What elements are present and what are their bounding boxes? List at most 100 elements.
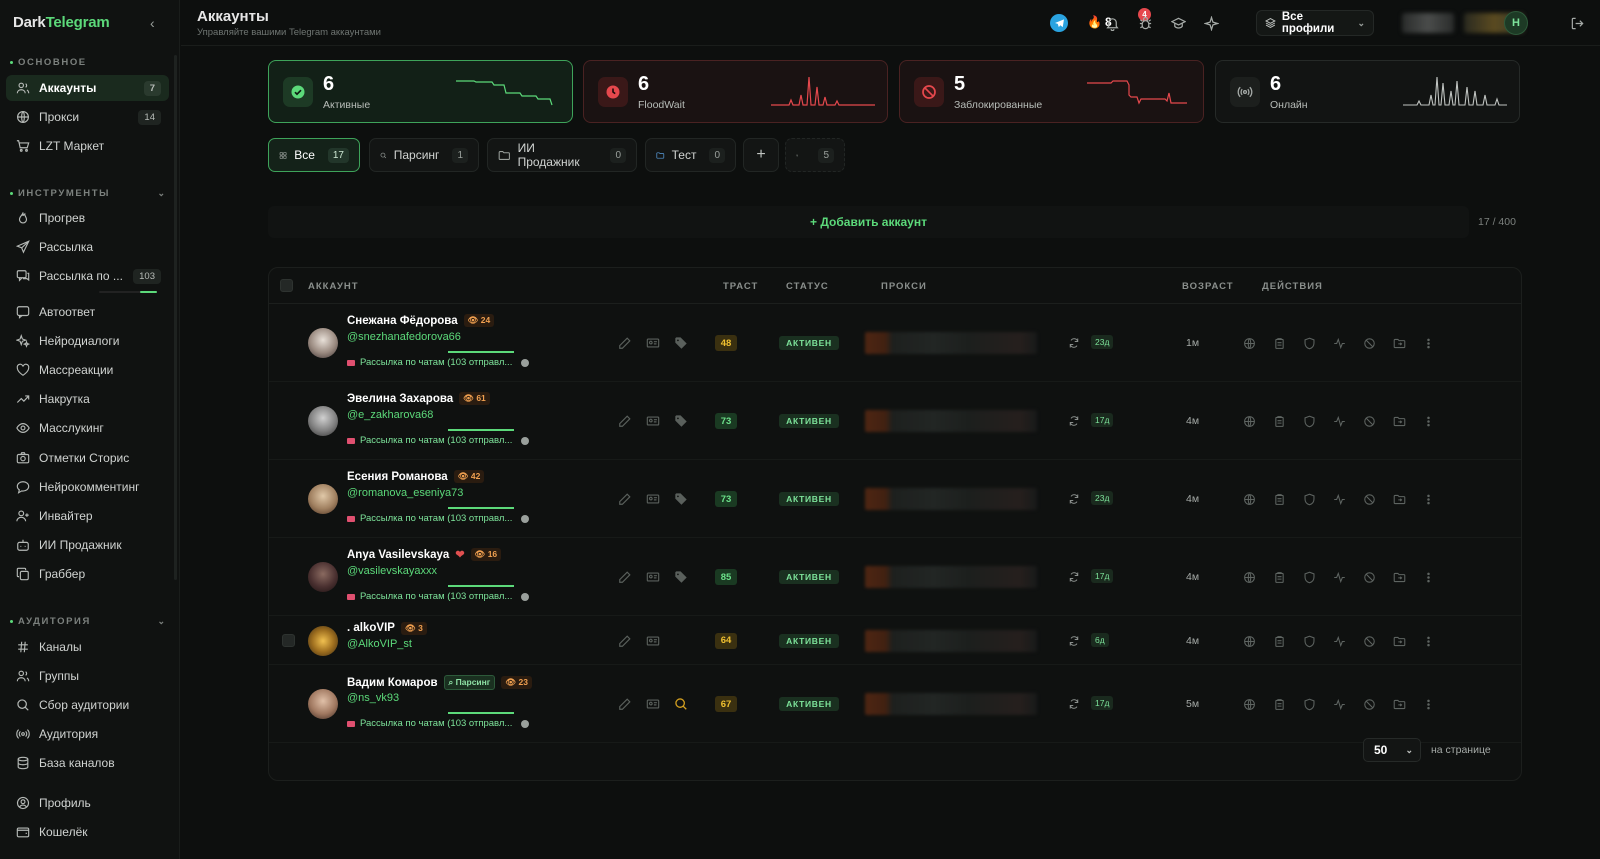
add-filter-button[interactable]: + [743, 138, 779, 172]
more-vertical-icon[interactable] [1422, 415, 1435, 428]
ban-icon[interactable] [1363, 337, 1376, 350]
edit-icon[interactable] [618, 697, 632, 711]
id-card-icon[interactable] [646, 414, 660, 428]
id-card-icon[interactable] [646, 570, 660, 584]
column-header-status[interactable]: СТАТУС [786, 281, 829, 292]
filter-tab-parsing[interactable]: Парсинг 1 [369, 138, 479, 172]
avatar[interactable] [308, 562, 338, 592]
id-card-icon[interactable] [646, 492, 660, 506]
sidebar-item-lzt-market[interactable]: LZT Маркет [6, 133, 169, 159]
clipboard-icon[interactable] [1273, 493, 1286, 506]
activity-icon[interactable] [1333, 571, 1346, 584]
avatar[interactable] [308, 328, 338, 358]
folder-move-icon[interactable] [1393, 415, 1406, 428]
row-checkbox[interactable] [282, 633, 295, 647]
sidebar-item-warmup[interactable]: Прогрев [6, 205, 169, 231]
sidebar-item-neurocommenting[interactable]: Нейрокомментинг [6, 474, 169, 500]
column-header-proxy[interactable]: ПРОКСИ [881, 281, 927, 292]
edit-icon[interactable] [618, 414, 632, 428]
folder-move-icon[interactable] [1393, 635, 1406, 648]
table-row[interactable]: Есения Романова 👁 42 @romanova_eseniya73… [269, 460, 1521, 538]
globe-icon[interactable] [1243, 571, 1256, 584]
logout-icon[interactable] [1568, 14, 1586, 32]
ban-icon[interactable] [1363, 415, 1376, 428]
sidebar-item-chat-mailing[interactable]: Рассылка по ... 103 [6, 263, 169, 289]
sidebar-item-autoreply[interactable]: Автоответ [6, 299, 169, 325]
globe-icon[interactable] [1243, 415, 1256, 428]
sidebar-item-grabber[interactable]: Граббер [6, 561, 169, 587]
folder-move-icon[interactable] [1393, 571, 1406, 584]
edit-icon[interactable] [618, 634, 632, 648]
task-status[interactable]: Рассылка по чатам (103 отправл... [347, 435, 530, 446]
shield-icon[interactable] [1303, 415, 1316, 428]
folder-move-icon[interactable] [1393, 493, 1406, 506]
table-row[interactable]: Вадим Комаров ⌕ Парсинг 👁 23 @ns_vk93 Ра… [269, 665, 1521, 743]
account-name[interactable]: Эвелина Захарова 👁 61 [347, 392, 490, 405]
add-account-button[interactable]: + Добавить аккаунт [268, 206, 1469, 238]
clipboard-icon[interactable] [1273, 337, 1286, 350]
more-vertical-icon[interactable] [1422, 571, 1435, 584]
task-status[interactable]: Рассылка по чатам (103 отправл... [347, 513, 530, 524]
column-header-account[interactable]: АККАУНТ [308, 281, 359, 292]
brand-logo[interactable]: DarkTelegram [13, 14, 110, 31]
activity-icon[interactable] [1333, 635, 1346, 648]
stop-task-icon[interactable] [521, 592, 530, 601]
search-icon[interactable] [674, 697, 688, 711]
task-status[interactable]: Рассылка по чатам (103 отправл... [347, 591, 530, 602]
globe-icon[interactable] [1243, 337, 1256, 350]
sidebar-scrollbar[interactable] [174, 55, 177, 580]
stat-card-blocked[interactable]: 5 Заблокированные [899, 60, 1204, 123]
clipboard-icon[interactable] [1273, 635, 1286, 648]
bug-icon[interactable] [1136, 14, 1154, 32]
globe-icon[interactable] [1243, 635, 1256, 648]
edit-icon[interactable] [618, 492, 632, 506]
sidebar-item-inviter[interactable]: Инвайтер [6, 503, 169, 529]
refresh-icon[interactable] [1068, 493, 1080, 505]
globe-icon[interactable] [1243, 698, 1256, 711]
sidebar-item-profile[interactable]: Профиль [6, 790, 169, 816]
clipboard-icon[interactable] [1273, 698, 1286, 711]
column-header-trust[interactable]: ТРАСТ [723, 281, 759, 292]
sidebar-item-mass-reactions[interactable]: Массреакции [6, 357, 169, 383]
bell-icon[interactable] [1103, 14, 1121, 32]
activity-icon[interactable] [1333, 415, 1346, 428]
filter-tab-ai-seller[interactable]: ИИ Продажник 0 [487, 138, 637, 172]
section-label-audience[interactable]: АУДИТОРИЯ ⌄ [10, 616, 165, 627]
user-avatar[interactable]: Н [1504, 11, 1528, 35]
filter-tab-hidden[interactable]: 5 [785, 138, 845, 172]
refresh-icon[interactable] [1068, 571, 1080, 583]
id-card-icon[interactable] [646, 634, 660, 648]
avatar[interactable] [308, 484, 338, 514]
account-handle[interactable]: @ns_vk93 [347, 692, 400, 704]
account-handle[interactable]: @e_zakharova68 [347, 409, 434, 421]
clipboard-icon[interactable] [1273, 415, 1286, 428]
account-name[interactable]: Anya Vasilevskaya ❤ 👁 16 [347, 548, 502, 561]
sidebar-item-channels[interactable]: Каналы [6, 634, 169, 660]
sidebar-item-masslooking[interactable]: Масслукинг [6, 415, 169, 441]
shield-icon[interactable] [1303, 635, 1316, 648]
refresh-icon[interactable] [1068, 415, 1080, 427]
stat-card-online[interactable]: 6 Онлайн [1215, 60, 1520, 123]
account-handle[interactable]: @vasilevskayaxxx [347, 565, 438, 577]
avatar[interactable] [308, 406, 338, 436]
tag-icon[interactable] [674, 336, 688, 350]
account-handle[interactable]: @snezhanafedorova66 [347, 331, 461, 343]
column-header-age[interactable]: ВОЗРАСТ [1182, 281, 1234, 292]
id-card-icon[interactable] [646, 336, 660, 350]
folder-move-icon[interactable] [1393, 698, 1406, 711]
stat-card-active[interactable]: 6 Активные [268, 60, 573, 123]
section-label-tools[interactable]: ИНСТРУМЕНТЫ ⌄ [10, 188, 165, 199]
sidebar-item-proxies[interactable]: Прокси 14 [6, 104, 169, 130]
shield-icon[interactable] [1303, 337, 1316, 350]
more-vertical-icon[interactable] [1422, 337, 1435, 350]
account-name[interactable]: Вадим Комаров ⌕ Парсинг 👁 23 [347, 675, 532, 690]
more-vertical-icon[interactable] [1422, 635, 1435, 648]
stop-task-icon[interactable] [521, 358, 530, 367]
ban-icon[interactable] [1363, 493, 1376, 506]
avatar[interactable] [308, 689, 338, 719]
account-handle[interactable]: @AlkoVIP_st [347, 637, 412, 650]
account-handle[interactable]: @romanova_eseniya73 [347, 487, 464, 499]
more-vertical-icon[interactable] [1422, 698, 1435, 711]
proxy-address[interactable] [865, 332, 1037, 354]
select-all-checkbox[interactable] [280, 279, 293, 292]
